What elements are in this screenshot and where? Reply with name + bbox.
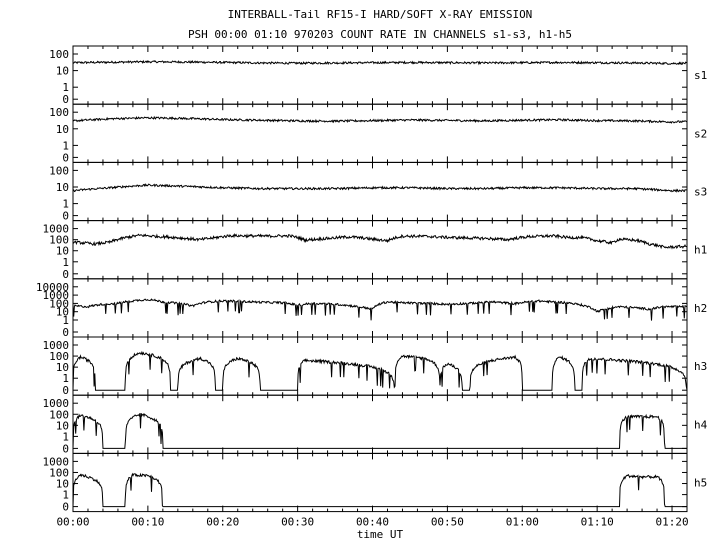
x-tick-label: 00:20	[206, 516, 239, 529]
series-line-h2	[72, 298, 688, 321]
y-tick-label: 100	[49, 297, 69, 310]
x-tick-label: 01:00	[506, 516, 539, 529]
channel-label-h4: h4	[694, 418, 708, 431]
y-tick-label: 1000	[43, 289, 70, 302]
y-tick-label: 0	[62, 326, 69, 339]
series-line-h3	[72, 350, 688, 391]
y-tick-label: 10	[56, 65, 69, 78]
y-tick-label: 0	[62, 268, 69, 281]
y-tick-label: 10	[56, 361, 69, 374]
y-tick-label: 10	[56, 478, 69, 491]
y-tick-label: 100	[49, 350, 69, 363]
y-tick-label: 1000	[43, 339, 70, 352]
y-tick-label: 0	[62, 93, 69, 106]
y-tick-label: 10	[56, 245, 69, 258]
channel-label-s1: s1	[694, 69, 707, 82]
series-line-s1	[72, 59, 688, 66]
y-tick-label: 0	[62, 210, 69, 223]
y-tick-label: 0	[62, 384, 69, 397]
y-tick-label: 1	[62, 198, 69, 211]
y-tick-label: 100	[49, 48, 69, 61]
x-tick-label: 01:10	[581, 516, 614, 529]
y-tick-label: 0	[62, 151, 69, 164]
y-tick-label: 1000	[43, 455, 70, 468]
series-line-h5	[72, 472, 687, 508]
y-tick-label: 0	[62, 442, 69, 455]
panel-s3: 100 10 10 s3	[49, 161, 707, 223]
x-axis-ticks: 00:00 00:10 00:20 00:30 00:40 00:50 01:00 01:10…	[56, 516, 688, 529]
y-tick-label: 1	[62, 256, 69, 269]
y-tick-label: 1	[62, 81, 69, 94]
chart-subtitle: PSH 00:00 01:10 970203 COUNT RATE IN CHA…	[188, 28, 572, 41]
y-tick-label: 1000	[43, 397, 70, 410]
panel-s2: 100 10 10 s2	[49, 103, 707, 164]
channel-label-h2: h2	[694, 302, 707, 315]
y-tick-label: 1	[62, 139, 69, 152]
chart-title: INTERBALL-Tail RF15-I HARD/SOFT X-RAY EM…	[228, 8, 533, 21]
channel-label-s3: s3	[694, 186, 707, 199]
y-tick-label: 1	[62, 430, 69, 443]
series-line-h4	[72, 413, 687, 449]
series-line-s2	[72, 115, 688, 124]
y-tick-label: 100	[49, 106, 69, 119]
series-line-h1	[72, 233, 688, 250]
channel-label-h1: h1	[694, 244, 707, 257]
chart-panels: 1001010s11001010s21001010s310001001010h1…	[36, 45, 708, 514]
x-tick-label: 00:00	[56, 516, 89, 529]
y-tick-label: 10000	[36, 281, 69, 294]
y-tick-label: 1	[62, 372, 69, 385]
x-axis-label: time UT	[357, 528, 404, 541]
x-tick-label: 01:20	[655, 516, 688, 529]
y-tick-label: 10	[56, 306, 69, 319]
y-tick-label: 100	[49, 408, 69, 421]
panel-frame	[72, 452, 688, 513]
y-tick-label: 1	[62, 489, 69, 502]
y-tick-label: 100	[49, 466, 69, 479]
y-tick-label: 10	[56, 181, 69, 194]
y-tick-label: 100	[49, 234, 69, 247]
y-tick-label: 100	[49, 164, 69, 177]
y-tick-label: 10	[56, 419, 69, 432]
series-line-s3	[72, 183, 688, 193]
x-tick-label: 00:40	[356, 516, 389, 529]
y-tick-label: 0	[62, 501, 69, 514]
channel-label-h5: h5	[694, 477, 707, 490]
y-tick-label: 1000	[43, 223, 70, 236]
x-tick-label: 00:50	[431, 516, 464, 529]
channel-label-s2: s2	[694, 127, 707, 140]
channel-label-h3: h3	[694, 360, 707, 373]
x-tick-label: 00:10	[131, 516, 164, 529]
y-tick-label: 10	[56, 123, 69, 136]
x-tick-label: 00:30	[281, 516, 314, 529]
y-tick-label: 1	[62, 314, 69, 327]
